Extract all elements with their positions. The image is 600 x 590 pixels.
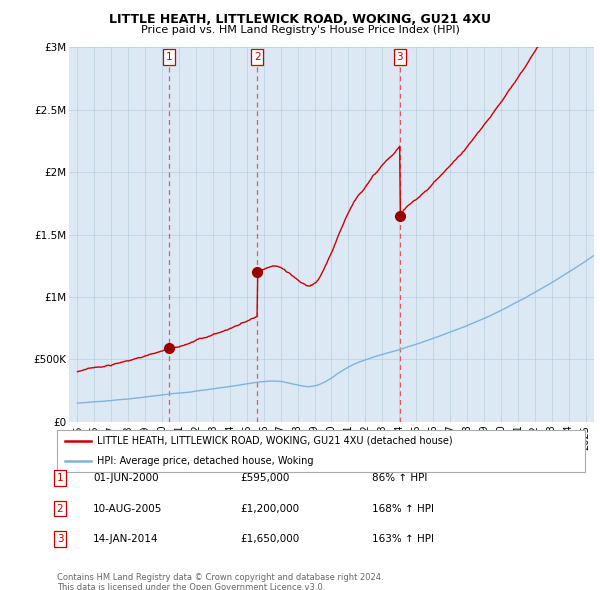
Text: 168% ↑ HPI: 168% ↑ HPI: [372, 504, 434, 513]
Text: 1: 1: [56, 473, 64, 483]
Text: 14-JAN-2014: 14-JAN-2014: [93, 535, 158, 544]
Text: 3: 3: [56, 535, 64, 544]
Text: Contains HM Land Registry data © Crown copyright and database right 2024.: Contains HM Land Registry data © Crown c…: [57, 573, 383, 582]
Text: 01-JUN-2000: 01-JUN-2000: [93, 473, 158, 483]
Text: £1,650,000: £1,650,000: [240, 535, 299, 544]
Text: Price paid vs. HM Land Registry's House Price Index (HPI): Price paid vs. HM Land Registry's House …: [140, 25, 460, 35]
Text: 1: 1: [166, 52, 173, 62]
Text: 2: 2: [56, 504, 64, 513]
Text: £1,200,000: £1,200,000: [240, 504, 299, 513]
Text: LITTLE HEATH, LITTLEWICK ROAD, WOKING, GU21 4XU: LITTLE HEATH, LITTLEWICK ROAD, WOKING, G…: [109, 13, 491, 26]
Text: HPI: Average price, detached house, Woking: HPI: Average price, detached house, Woki…: [97, 455, 313, 466]
Text: £595,000: £595,000: [240, 473, 289, 483]
Text: 3: 3: [397, 52, 403, 62]
Text: 10-AUG-2005: 10-AUG-2005: [93, 504, 163, 513]
Text: This data is licensed under the Open Government Licence v3.0.: This data is licensed under the Open Gov…: [57, 583, 325, 590]
Text: LITTLE HEATH, LITTLEWICK ROAD, WOKING, GU21 4XU (detached house): LITTLE HEATH, LITTLEWICK ROAD, WOKING, G…: [97, 436, 452, 446]
Text: 2: 2: [254, 52, 260, 62]
Text: 86% ↑ HPI: 86% ↑ HPI: [372, 473, 427, 483]
Text: 163% ↑ HPI: 163% ↑ HPI: [372, 535, 434, 544]
